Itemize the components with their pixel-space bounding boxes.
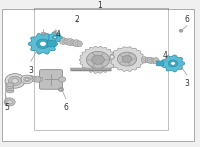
Ellipse shape <box>79 43 80 45</box>
Ellipse shape <box>147 57 154 64</box>
Ellipse shape <box>144 59 145 61</box>
Ellipse shape <box>75 42 77 44</box>
Text: 4: 4 <box>163 51 167 60</box>
Ellipse shape <box>69 41 71 43</box>
Circle shape <box>7 100 12 104</box>
Ellipse shape <box>59 37 67 44</box>
Ellipse shape <box>37 78 38 80</box>
Ellipse shape <box>6 83 14 87</box>
Circle shape <box>117 52 137 66</box>
Ellipse shape <box>155 60 157 62</box>
Circle shape <box>92 55 104 64</box>
FancyBboxPatch shape <box>156 61 164 66</box>
Ellipse shape <box>110 54 114 59</box>
Circle shape <box>12 78 18 83</box>
Polygon shape <box>28 34 58 54</box>
Circle shape <box>60 89 62 90</box>
Text: 4: 4 <box>56 30 60 39</box>
Circle shape <box>5 74 25 88</box>
Ellipse shape <box>66 41 67 42</box>
Text: 6: 6 <box>185 15 189 24</box>
Polygon shape <box>79 46 117 73</box>
Ellipse shape <box>6 89 14 93</box>
Ellipse shape <box>28 76 34 82</box>
Ellipse shape <box>34 76 41 82</box>
Circle shape <box>40 41 46 46</box>
Ellipse shape <box>64 39 69 44</box>
Ellipse shape <box>62 40 64 42</box>
Ellipse shape <box>77 41 82 47</box>
Circle shape <box>21 75 33 84</box>
Text: 6: 6 <box>64 103 68 112</box>
Polygon shape <box>110 47 144 71</box>
Ellipse shape <box>72 42 74 44</box>
Ellipse shape <box>153 58 159 64</box>
Text: 3: 3 <box>185 79 189 88</box>
Circle shape <box>36 39 50 49</box>
Ellipse shape <box>30 78 32 80</box>
Ellipse shape <box>141 57 148 63</box>
Text: 5: 5 <box>5 103 9 112</box>
Ellipse shape <box>70 40 76 46</box>
Circle shape <box>25 78 29 81</box>
Text: 2: 2 <box>75 15 79 24</box>
Circle shape <box>52 35 58 39</box>
Circle shape <box>180 30 182 31</box>
Ellipse shape <box>111 56 113 58</box>
Circle shape <box>179 29 183 32</box>
Bar <box>34 9 168 130</box>
Bar <box>54 31 56 33</box>
Polygon shape <box>162 55 185 72</box>
Circle shape <box>86 51 110 68</box>
Text: 3: 3 <box>29 66 33 75</box>
FancyBboxPatch shape <box>47 41 56 47</box>
Ellipse shape <box>151 58 156 63</box>
Circle shape <box>58 77 66 82</box>
Circle shape <box>122 56 132 63</box>
Ellipse shape <box>152 60 154 61</box>
Ellipse shape <box>6 85 14 88</box>
Ellipse shape <box>150 60 151 61</box>
Ellipse shape <box>34 78 35 80</box>
Ellipse shape <box>32 76 37 82</box>
Circle shape <box>37 77 43 82</box>
Circle shape <box>24 77 30 82</box>
Text: 1: 1 <box>98 1 102 10</box>
Bar <box>41 32 45 34</box>
FancyBboxPatch shape <box>40 70 62 89</box>
Circle shape <box>8 76 22 86</box>
Circle shape <box>54 36 56 38</box>
Ellipse shape <box>6 87 14 91</box>
Ellipse shape <box>73 40 80 47</box>
Circle shape <box>168 60 178 67</box>
Ellipse shape <box>145 57 150 63</box>
Ellipse shape <box>66 39 74 46</box>
Polygon shape <box>48 32 62 42</box>
Ellipse shape <box>147 59 148 61</box>
Circle shape <box>58 88 64 91</box>
Circle shape <box>4 98 15 106</box>
Circle shape <box>171 62 175 65</box>
